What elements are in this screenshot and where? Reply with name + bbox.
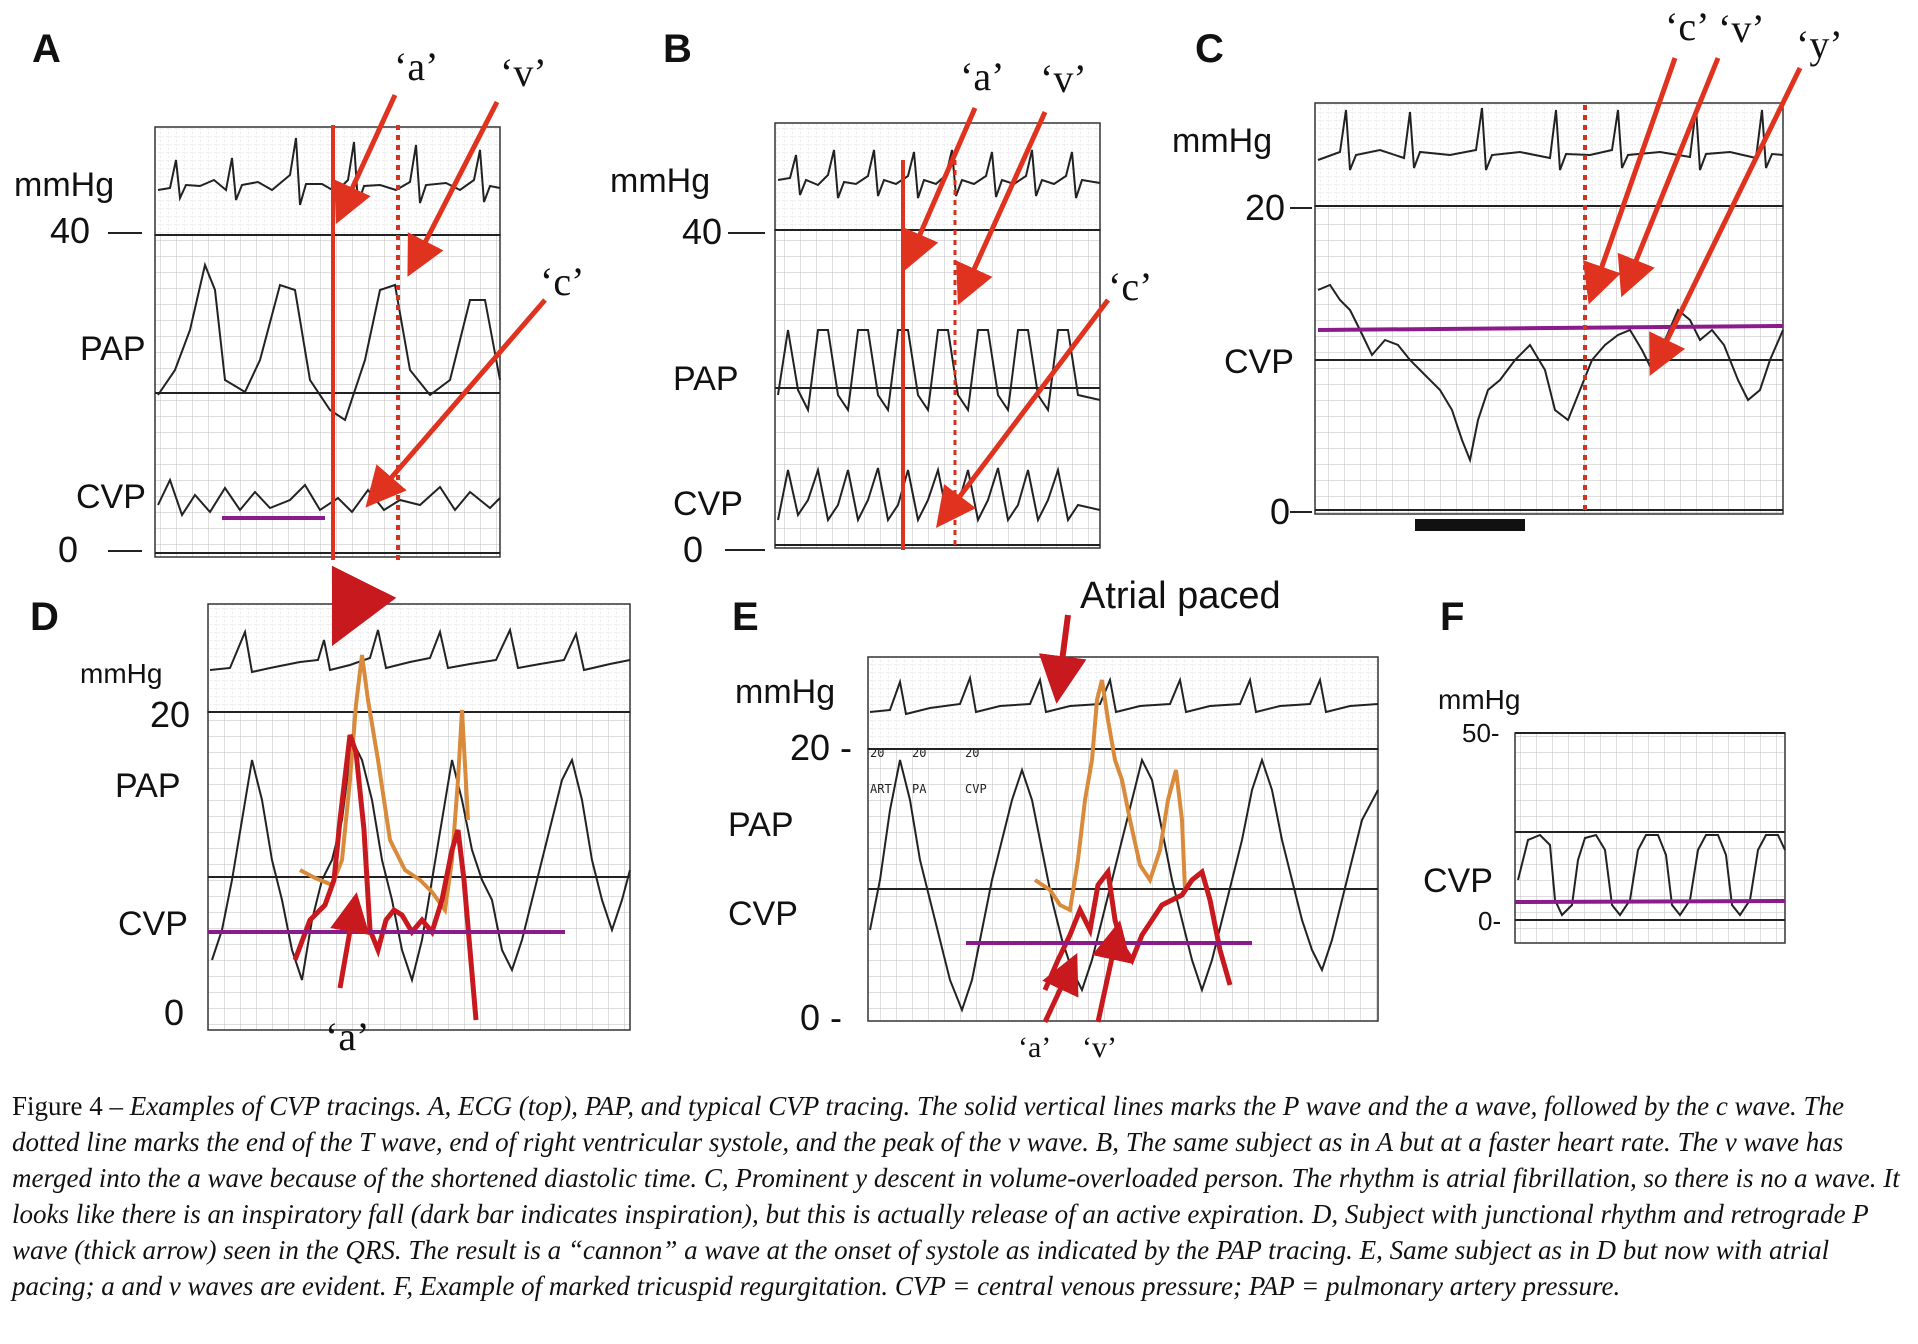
arrow-c-wave-b: [935, 298, 1110, 528]
panel-b-label-cvp: CVP: [673, 485, 743, 523]
panel-e-annotation: Atrial paced: [1080, 575, 1281, 617]
panel-d-label-cvp: CVP: [118, 905, 188, 943]
panel-e-strip-5: CVP: [965, 782, 987, 796]
arrow-a-wave-d: [330, 892, 370, 989]
arrow-a-wave-a: [334, 93, 398, 225]
cvp-highlight-e: [1042, 865, 1233, 991]
cvp-mean-line-c: [1317, 324, 1784, 332]
panel-a-label-pap: PAP: [80, 330, 146, 368]
panel-e-strip-4: PA: [912, 782, 927, 796]
cvp-highlight-d: [292, 734, 479, 1021]
panel-b-wave-a: ‘a’: [960, 54, 1004, 99]
panel-b-letter: B: [663, 27, 692, 71]
panel-f-unit: mmHg: [1438, 684, 1520, 715]
cvp-trace-f: [1517, 833, 1786, 917]
panel-c-letter: C: [1195, 27, 1224, 71]
arrow-retro-p-d: [331, 565, 397, 647]
arrow-v-wave-c: [1617, 57, 1721, 298]
panel-a-label-cvp: CVP: [76, 478, 146, 516]
ecg-trace-e: [869, 674, 1379, 716]
panel-a-tick-top: 40: [50, 210, 90, 251]
pap-highlight-e: [1033, 679, 1187, 914]
figure-caption: Figure 4 – Examples of CVP tracings. A, …: [12, 1088, 1906, 1304]
panel-f-label-cvp: CVP: [1423, 862, 1493, 900]
panel-c-wave-y: ‘y’: [1796, 22, 1843, 67]
panel-e-strip-2: 20: [965, 746, 979, 760]
cvp-trace-b: [777, 466, 1101, 524]
panel-a-tick-bottom: 0: [58, 529, 78, 570]
pap-trace-e: [869, 756, 1379, 1013]
panel-c-wave-v: ‘v’: [1718, 6, 1765, 51]
panel-c-tick-top: 20: [1245, 187, 1285, 228]
panel-d-wave-a: ‘a’: [325, 1014, 369, 1059]
panel-e-wave-a: ‘a’: [1018, 1031, 1051, 1064]
panel-b-unit: mmHg: [610, 162, 710, 200]
arrow-v-wave-b: [956, 110, 1048, 306]
ecg-trace-d: [209, 626, 631, 674]
panel-b-wave-c: ‘c’: [1108, 264, 1152, 309]
panel-e-label-cvp: CVP: [728, 895, 798, 933]
arrow-a-wave-b: [901, 107, 978, 272]
panel-d-unit: mmHg: [80, 658, 162, 689]
panel-d-letter: D: [30, 595, 59, 639]
arrow-paced-e: [1038, 614, 1087, 704]
panel-f-tick-bottom: 0-: [1478, 906, 1501, 936]
panel-d-tick-top: 20: [150, 694, 190, 735]
panel-f-letter: F: [1440, 595, 1464, 639]
panel-e-tick-bottom: 0 -: [800, 997, 842, 1038]
panel-a-wave-c: ‘c’: [540, 259, 584, 304]
panel-e-strip-1: 20: [912, 746, 926, 760]
pap-trace-d: [211, 736, 631, 984]
panel-e-label-pap: PAP: [728, 806, 794, 844]
panel-d: D mmHg 20 PAP CVP 0 ‘a’: [30, 565, 631, 1059]
ecg-trace-c: [1317, 107, 1784, 171]
panel-e-strip-0: 20: [870, 746, 884, 760]
panel-a-wave-a: ‘a’: [394, 44, 438, 89]
panel-e-strip-3: ART: [870, 782, 892, 796]
panel-c-unit: mmHg: [1172, 122, 1272, 160]
panel-b-tick-bottom: 0: [683, 529, 703, 570]
panel-b-tick-top: 40: [682, 211, 722, 252]
cvp-trace-c: [1317, 283, 1784, 464]
panel-d-label-pap: PAP: [115, 767, 181, 805]
ecg-trace-a: [157, 137, 501, 206]
cvp-mean-line-f: [1514, 899, 1786, 904]
panel-e-tick-top: 20 -: [790, 727, 852, 768]
ecg-trace-b: [777, 149, 1101, 199]
panel-b: B mmHg 40 PAP CVP 0 ‘a’ ‘v’ ‘c’: [610, 27, 1152, 570]
panel-c-wave-c: ‘c’: [1665, 4, 1709, 49]
panel-c-label-cvp: CVP: [1224, 343, 1294, 381]
panel-f: F mmHg 50- CVP 0-: [1423, 595, 1786, 944]
arrow-c-wave-c: [1583, 57, 1678, 305]
panel-a-wave-v: ‘v’: [500, 50, 547, 95]
panel-e-letter: E: [732, 595, 759, 639]
pap-trace-b: [777, 329, 1101, 414]
panel-a-letter: A: [32, 27, 61, 71]
panel-c-tick-bottom: 0: [1270, 491, 1290, 532]
panel-e-wave-v: ‘v’: [1082, 1031, 1117, 1064]
arrow-v-wave-e: [1092, 920, 1132, 1023]
panel-f-tick-top: 50-: [1462, 718, 1500, 748]
panel-a: A mmHg 40 PAP CVP 0 ‘a’ ‘v’ ‘c’: [14, 27, 584, 570]
arrow-v-wave-a: [407, 100, 500, 277]
panel-c: C mmHg 20 CVP 0 ‘c’ ‘v’ ‘y’: [1172, 4, 1843, 532]
caption-body: Examples of CVP tracings. A, ECG (top), …: [12, 1091, 1900, 1301]
inspiration-bar-c: [1415, 519, 1525, 531]
pap-trace-a: [157, 261, 501, 422]
panel-b-wave-v: ‘v’: [1040, 56, 1087, 101]
cvp-trace-a: [157, 477, 501, 518]
caption-lead: Figure 4 –: [12, 1091, 130, 1121]
arrow-c-wave-a: [365, 298, 547, 508]
arrow-a-wave-e: [1042, 952, 1079, 1024]
arrow-y-wave-c: [1649, 66, 1803, 376]
panel-b-label-pap: PAP: [673, 360, 739, 398]
panel-a-unit: mmHg: [14, 166, 114, 204]
figure-panels: A mmHg 40 PAP CVP 0 ‘a’ ‘v’ ‘c’ B: [14, 4, 1843, 1064]
panel-e: E Atrial paced 20 20 20 ART PA CVP mmHg …: [728, 575, 1379, 1064]
panel-d-tick-bottom: 0: [164, 992, 184, 1033]
panel-e-unit: mmHg: [735, 673, 835, 711]
